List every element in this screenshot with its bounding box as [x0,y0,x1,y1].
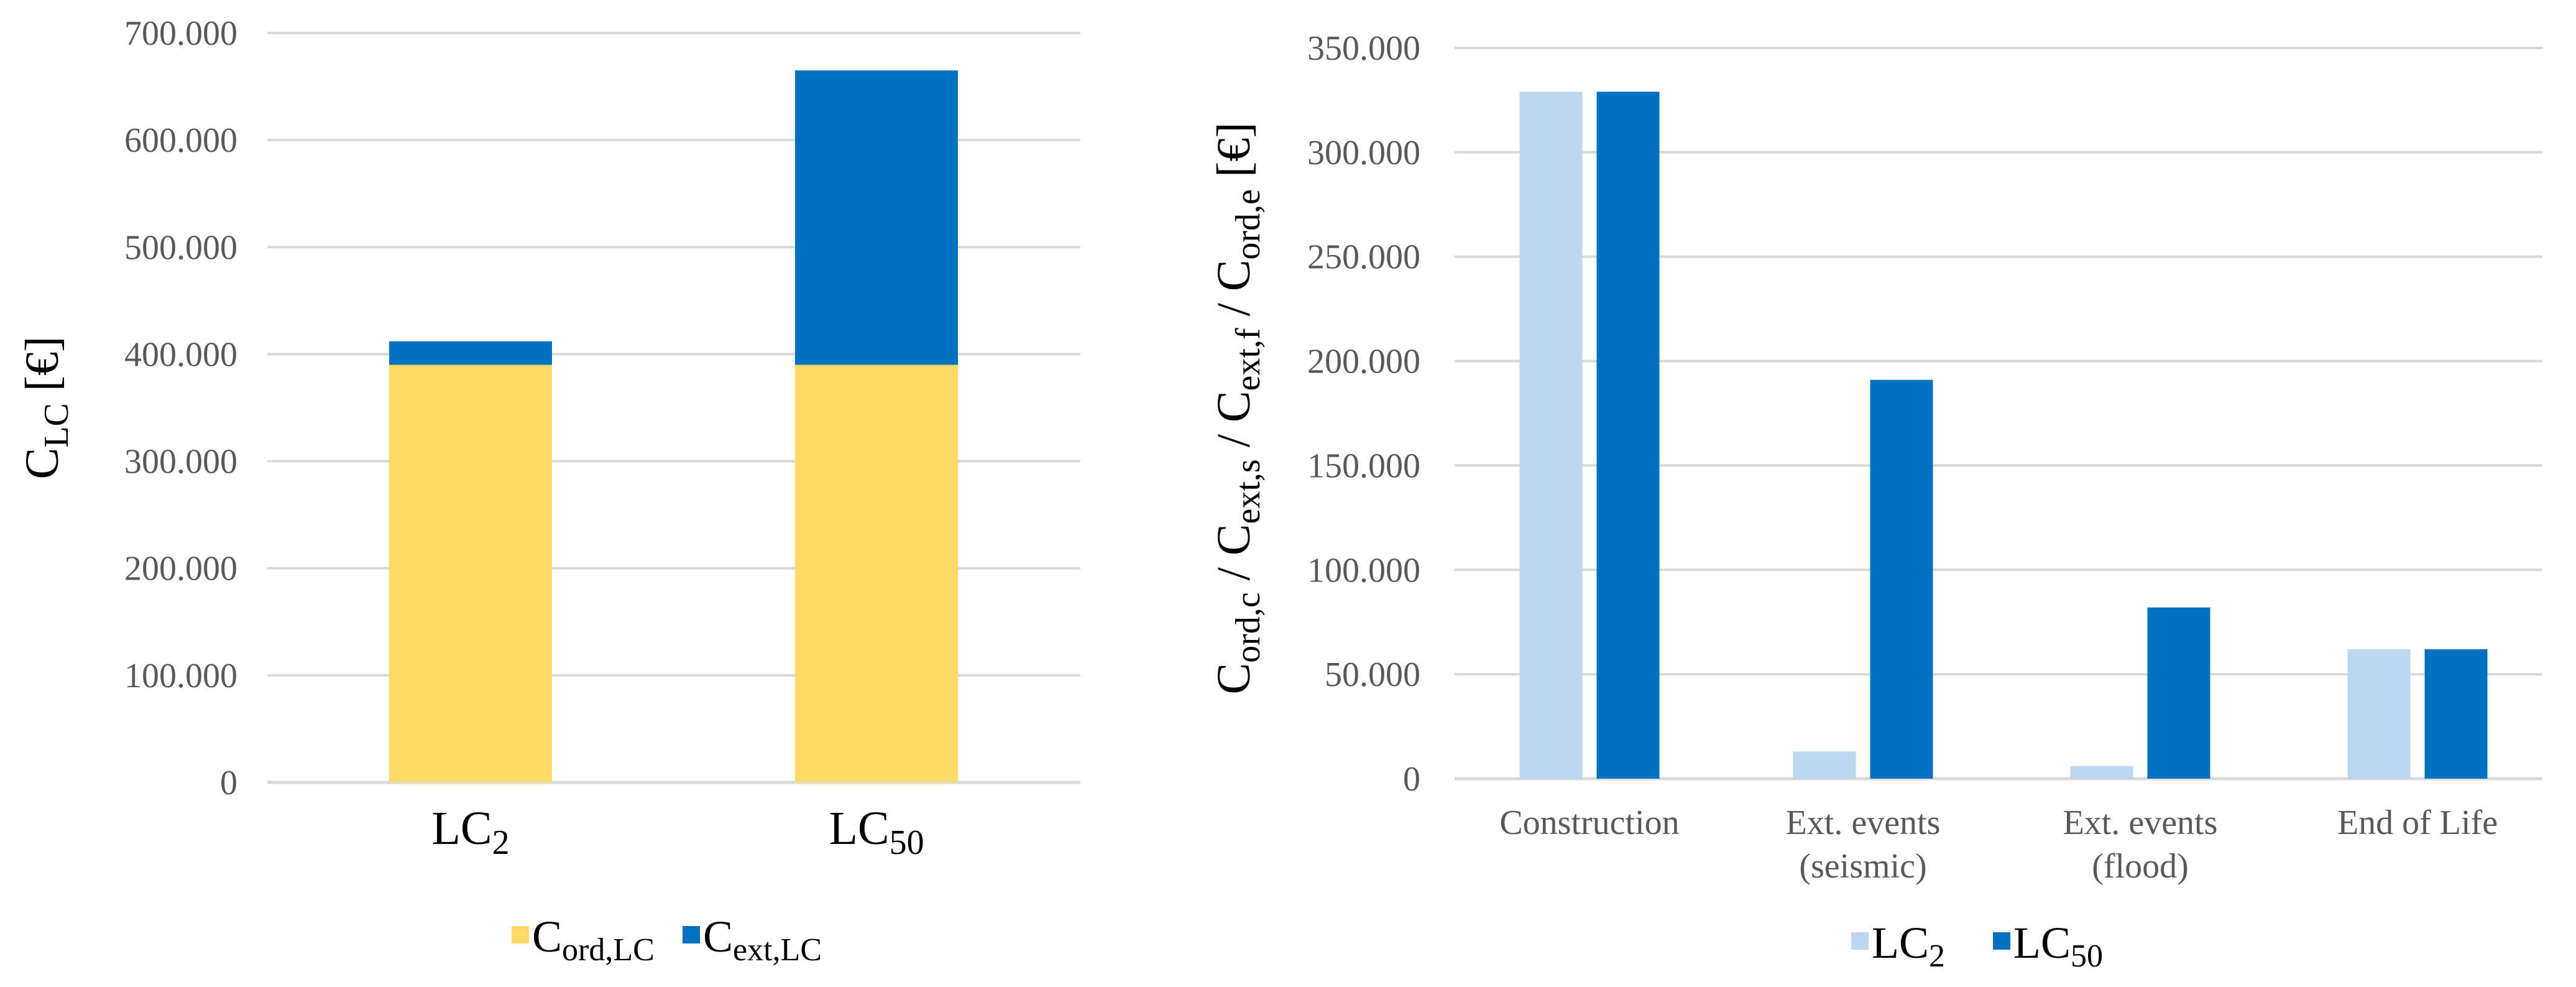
y-tick-label: 200.000 [124,550,237,588]
y-tick-label: 150.000 [1307,447,1420,485]
y-tick-label: 400.000 [124,335,237,374]
legend: LC2 LC50 [1851,918,2103,974]
bar-C-ord,LC-LC2 [389,364,552,782]
bar-LC50-Ext. events (seismic) [1870,379,1933,779]
legend-swatch [512,926,529,943]
x-category-label: End of Life [2337,804,2498,842]
x-category-label: Ext. events (flood) [2063,804,2218,886]
legend-label: LC2 [1872,918,1945,974]
y-tick-label: 0 [220,764,237,802]
bar-LC2-Ext. events (seismic) [1793,751,1856,779]
x-category-label: Ext. events (seismic) [1786,804,1941,886]
legend-swatch [683,926,700,943]
y-tick-label: 100.000 [1307,551,1420,590]
bar-C-ord,LC-LC50 [795,364,958,782]
y-tick-label: 700.000 [124,14,237,53]
legend: Cord,LC Cext,LC [512,912,822,968]
x-category-label: LC50 [829,802,924,862]
x-category-label: Construction [1499,804,1679,842]
y-tick-label: 300.000 [1307,134,1420,172]
y-tick-label: 250.000 [1307,238,1420,277]
bar-LC2-Ext. events (flood) [2070,766,2133,779]
y-tick-label: 500.000 [124,228,237,267]
y-axis-label: CLC [€] [16,336,76,480]
y-tick-label: 50.000 [1325,656,1420,694]
legend-label: LC50 [2013,918,2103,974]
legend-swatch [1851,932,1869,950]
legend-label: Cext,LC [703,912,822,968]
bar-LC50-Construction [1596,91,1660,779]
legend-label: Cord,LC [532,912,655,968]
bar-C-ext,LC-LC2 [389,341,552,365]
y-axis-label: Cord,c / Cext,s / Cext,f / Cord,e [€] [1208,122,1267,694]
bar-LC2-End of Life [2347,649,2411,779]
x-category-label: LC2 [431,802,509,862]
y-tick-label: 0 [1403,760,1420,799]
y-tick-label: 300.000 [124,443,237,481]
bar-LC50-End of Life [2424,649,2488,779]
bar-LC50-Ext. events (flood) [2147,607,2210,779]
y-tick-label: 100.000 [124,657,237,695]
y-tick-label: 600.000 [124,121,237,160]
y-tick-label: 350.000 [1307,29,1420,68]
legend-swatch [1993,932,2010,950]
cost-breakdown-chart: 0 50.000 100.000 150.000 200.000 250.000 300.0… [1208,29,2542,974]
bar-C-ext,LC-LC50 [795,70,958,365]
bar-LC2-Construction [1519,91,1583,779]
stacked-cost-chart: 0 100.000 200.000 300.000 400.000 500.000 600.… [16,14,1080,968]
y-tick-label: 200.000 [1307,343,1420,381]
